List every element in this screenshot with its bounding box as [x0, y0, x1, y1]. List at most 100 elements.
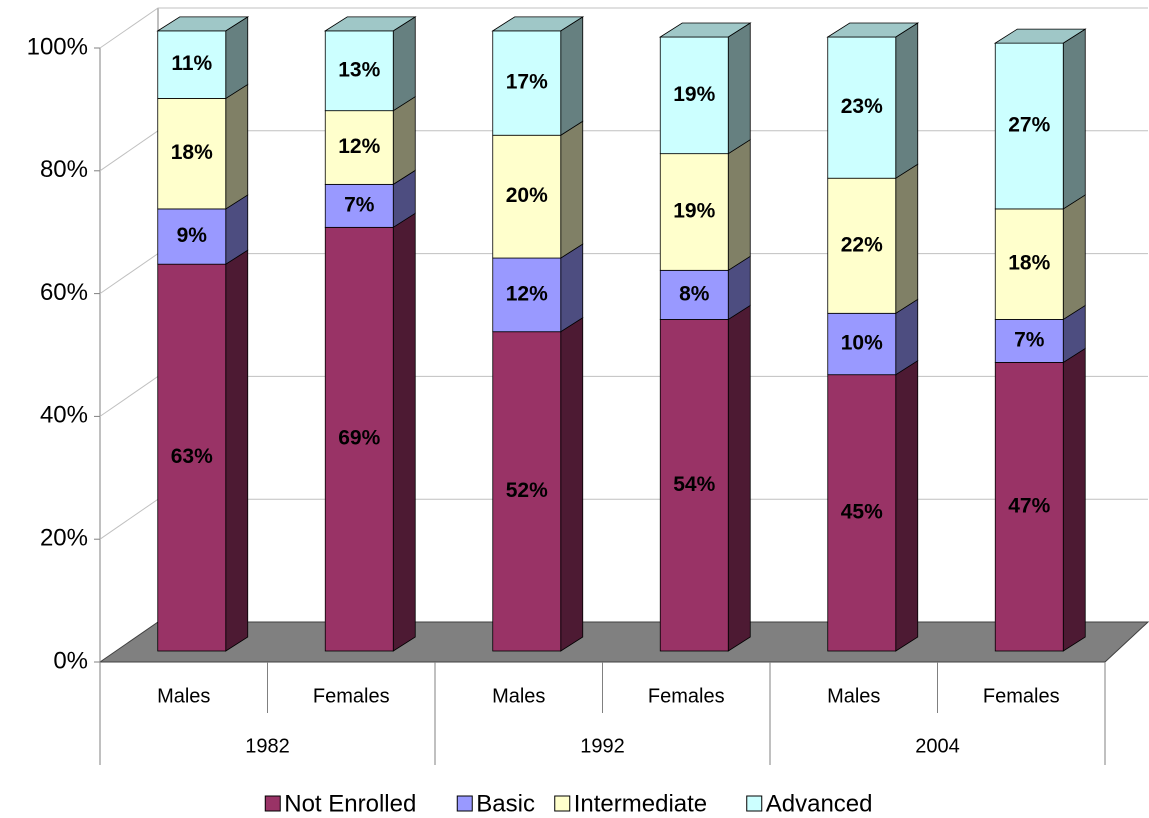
- bar-side: [1062, 28, 1086, 210]
- bar-side: [560, 316, 584, 652]
- value-label: 69%: [338, 427, 380, 450]
- bar-side: [560, 120, 584, 259]
- value-label: 52%: [506, 479, 548, 502]
- value-label: 54%: [673, 473, 715, 496]
- y-tick-label: 60%: [40, 279, 88, 306]
- bar-side: [560, 16, 584, 136]
- value-label: 9%: [177, 224, 208, 247]
- bar: [324, 183, 394, 228]
- value-label: 20%: [506, 184, 548, 207]
- y-tick-label: 100%: [27, 33, 88, 60]
- bar: [659, 319, 729, 652]
- value-label: 47%: [1008, 494, 1050, 517]
- bar: [994, 319, 1064, 363]
- bar: [157, 263, 227, 652]
- bar-side: [392, 16, 416, 112]
- bar: [492, 257, 562, 333]
- value-label: 19%: [673, 83, 715, 106]
- x-tick-label: Males: [492, 685, 545, 707]
- x-tick-label: Males: [827, 685, 880, 707]
- value-label: 18%: [171, 141, 213, 164]
- bar-top: [491, 16, 585, 32]
- y-tick-label: 40%: [40, 402, 88, 429]
- legend-label: Intermediate: [574, 790, 707, 817]
- bar-side: [895, 22, 919, 179]
- bar-side: [225, 83, 249, 210]
- value-label: 8%: [679, 282, 710, 305]
- legend-label: Not Enrolled: [284, 790, 416, 817]
- bar-side: [1062, 347, 1086, 652]
- bar-side: [225, 249, 249, 652]
- bar: [157, 98, 227, 210]
- bar: [157, 30, 227, 99]
- bar: [659, 269, 729, 320]
- x-tick-label: Females: [648, 685, 725, 707]
- bar-side: [727, 304, 751, 652]
- x-tick-label: Females: [983, 685, 1060, 707]
- bar: [324, 226, 394, 652]
- value-label: 17%: [506, 71, 548, 94]
- value-label: 19%: [673, 200, 715, 223]
- value-label: 7%: [344, 193, 375, 216]
- bar: [994, 362, 1064, 652]
- value-label: 22%: [841, 233, 883, 256]
- legend-swatch: [456, 795, 473, 812]
- group-label: 1982: [245, 735, 290, 757]
- value-label: 45%: [841, 500, 883, 523]
- bar: [827, 374, 897, 652]
- grid-line: [99, 498, 1148, 540]
- value-label: 7%: [1014, 328, 1045, 351]
- bar-side: [392, 95, 416, 186]
- x-tick-label: Females: [313, 685, 390, 707]
- floor: [98, 621, 1149, 663]
- grid-line: [99, 7, 1148, 49]
- legend-label: Basic: [476, 790, 535, 817]
- bar-top: [826, 22, 920, 38]
- bar: [157, 208, 227, 265]
- bar-top: [156, 16, 250, 32]
- grid-line: [99, 253, 1148, 295]
- bar-side: [392, 212, 416, 652]
- value-label: 11%: [171, 52, 212, 75]
- bar-side: [895, 163, 919, 315]
- bar-top: [993, 28, 1087, 44]
- bar-side: [560, 243, 584, 333]
- group-label: 1992: [580, 735, 625, 757]
- x-tick-label: Males: [157, 685, 210, 707]
- legend-swatch: [746, 795, 763, 812]
- grid-line: [99, 130, 1148, 172]
- legend-swatch: [264, 795, 281, 812]
- value-label: 27%: [1008, 114, 1050, 137]
- group-label: 2004: [915, 735, 960, 757]
- bar-side: [727, 138, 751, 272]
- y-tick-label: 0%: [53, 647, 88, 674]
- y-tick-label: 80%: [40, 156, 88, 183]
- value-label: 18%: [1008, 252, 1050, 275]
- bar-top: [658, 22, 752, 38]
- value-label: 10%: [841, 332, 883, 355]
- value-label: 12%: [506, 282, 548, 305]
- bar-top: [323, 16, 417, 32]
- value-label: 23%: [841, 95, 883, 118]
- legend-label: Advanced: [766, 790, 873, 817]
- bar: [994, 208, 1064, 320]
- bar: [324, 110, 394, 185]
- bar: [659, 153, 729, 271]
- bar: [659, 36, 729, 155]
- bar-side: [727, 22, 751, 155]
- grid-line: [99, 375, 1148, 417]
- bar: [324, 30, 394, 112]
- bar: [492, 331, 562, 652]
- legend-swatch: [554, 795, 571, 812]
- bar-side: [895, 359, 919, 652]
- bar: [827, 177, 897, 314]
- bar: [827, 36, 897, 179]
- value-label: 12%: [338, 135, 380, 158]
- bar: [492, 134, 562, 259]
- bar-side: [1062, 194, 1086, 321]
- value-label: 63%: [171, 445, 213, 468]
- y-tick-label: 20%: [40, 525, 88, 552]
- value-label: 13%: [338, 58, 380, 81]
- bar: [492, 30, 562, 136]
